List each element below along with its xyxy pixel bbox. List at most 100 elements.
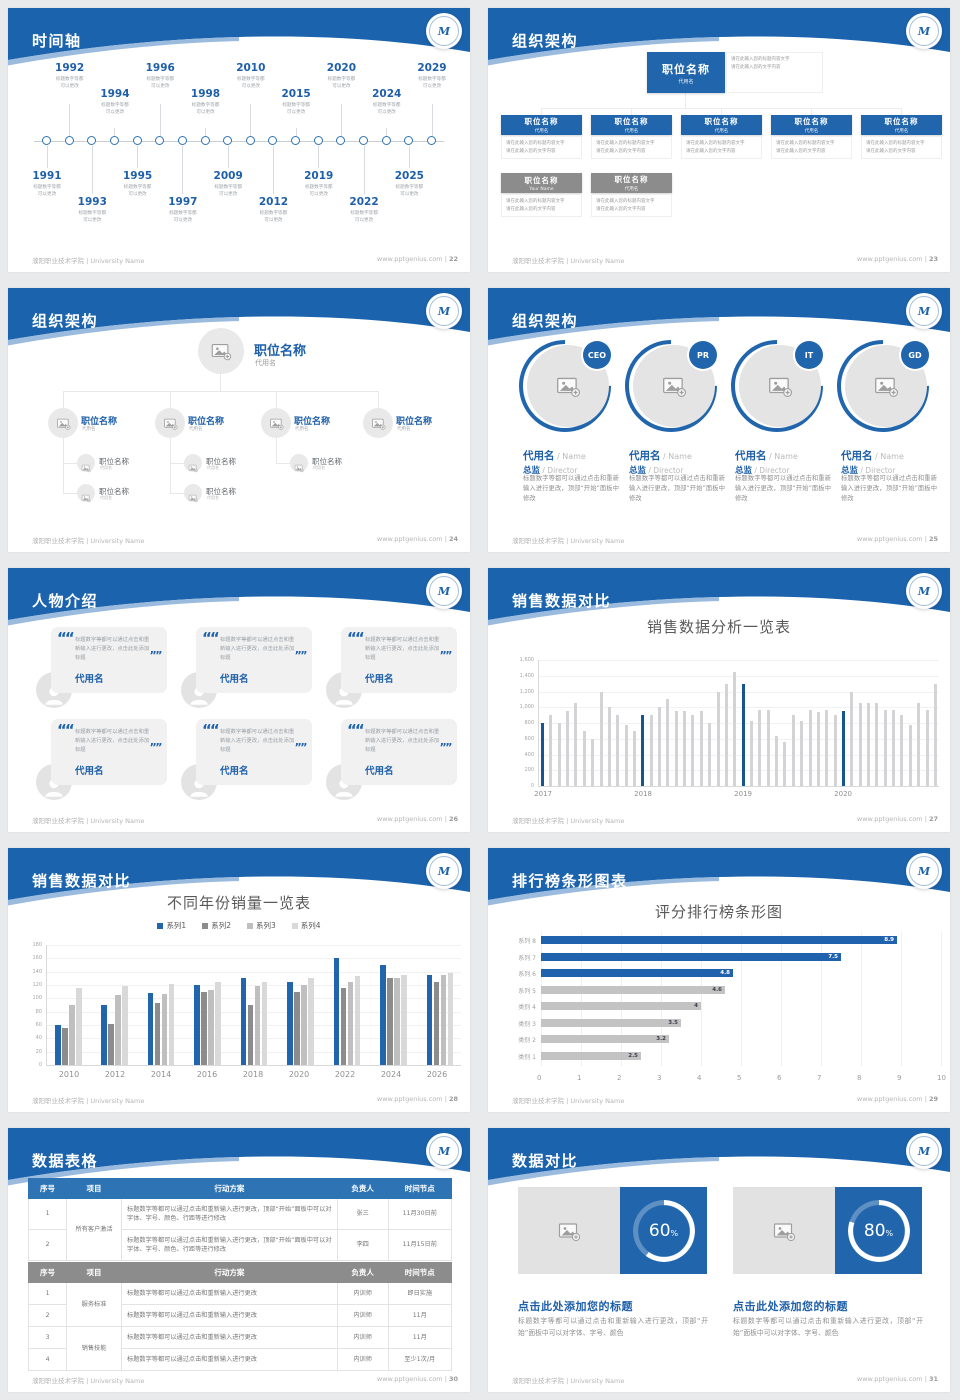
header-wave — [488, 1128, 950, 1186]
bar — [816, 711, 820, 786]
table-cell: 标题数字等都可以通过点击和重新输入进行更改 — [121, 1304, 338, 1327]
timeline-label: 2009 标题数字等都 可以更改 — [200, 170, 256, 199]
timeline-caption: 标题数字等都 可以更改 — [327, 77, 356, 90]
table-header-cell: 负责人 — [336, 1178, 389, 1199]
footer-page-number: 31 — [928, 1375, 938, 1383]
image-placeholder-icon — [188, 458, 198, 473]
role-name: 代用名 — [523, 450, 555, 462]
footer-site-page: www.pptgenius.com | 31 — [857, 1375, 938, 1385]
role-badge: PR — [689, 341, 717, 369]
org-child-box: 职位名称 代用名 — [861, 115, 942, 135]
role-title-row: 总监 / Director — [629, 458, 729, 477]
compare-image-box — [518, 1187, 620, 1274]
compare-body: 标题数字等都可以通过点击和重新输入进行更改，顶部“开始”面板中可以对字体、字号、… — [518, 1317, 708, 1337]
slide-header: 销售数据对比 M — [8, 848, 470, 906]
org-extra-box: 职位名称 代用名 — [591, 173, 672, 193]
footer-site: www.pptgenius.com — [856, 1095, 923, 1103]
photo-circle — [261, 408, 291, 438]
position-subname: 代用名 — [624, 129, 639, 134]
table-header-cell: 时间节点 — [387, 1262, 453, 1283]
org-connector — [721, 108, 722, 115]
percent-number: 60 — [648, 1220, 671, 1241]
rank-value: 4.6 — [712, 986, 722, 993]
slide-26-people[interactable]: 人物介绍 M ““ 标题数字等都可以通过点击和重新输入进行更改，点击此处添加标题”… — [8, 568, 470, 832]
table-cell: 11月 — [387, 1304, 453, 1327]
y-gridline — [47, 958, 461, 960]
bar — [825, 710, 829, 786]
subitem-subname: 代用名 — [207, 465, 219, 470]
person-card: ““ 标题数字等都可以通过点击和重新输入进行更改，点击此处添加标题”” 代用名 — [341, 627, 457, 693]
close-quote-icon: ”” — [439, 649, 453, 662]
bar — [591, 738, 595, 786]
y-gridline — [47, 945, 461, 946]
open-quote-icon: ““ — [202, 721, 220, 739]
y-gridline — [47, 1038, 461, 1040]
slide-25-orgcircles[interactable]: 组织架构 M CEO 代用名 / Name 总监 / Director 标题数字等都可… — [488, 288, 950, 552]
slide-header: 销售数据对比 M — [488, 568, 950, 626]
y-tick-label: 1,400 — [519, 672, 534, 679]
position-subname: 代用名 — [894, 129, 909, 134]
timeline-year: 2010 — [236, 62, 266, 74]
table-cell: 1 — [27, 1282, 68, 1305]
slide-header: 数据表格 M — [8, 1128, 470, 1186]
close-quote-icon: ”” — [439, 741, 453, 754]
timeline-stem — [227, 146, 229, 168]
desc-line: 请在此输入您的文字内容 — [506, 149, 556, 155]
bar-group — [426, 973, 453, 1065]
timeline-label: 2012 标题数字等都 可以更改 — [245, 196, 301, 225]
bar — [69, 1005, 75, 1065]
timeline-caption: 标题数字等都 可以更改 — [146, 77, 175, 90]
timeline-label: 2022 标题数字等都 可以更改 — [336, 196, 392, 225]
slide-29-ranking[interactable]: 排行榜条形图表 M 评分排行榜条形图 0 1 2 3 4 5 6 7 8 9 10 系列 8 系列 7 系列… — [488, 848, 950, 1112]
bar-group — [55, 988, 82, 1065]
person-name: 代用名 — [75, 674, 104, 685]
slide-30-tables[interactable]: 数据表格 M 序号 项目 行动方案 负责人 时间节点 1 所有客户激活 标题数字等都可以通过点… — [8, 1128, 470, 1392]
bar — [161, 993, 168, 1065]
image-placeholder-icon — [371, 416, 386, 431]
timeline-dot-icon — [155, 136, 165, 145]
role-title-en: / Director — [858, 466, 896, 475]
person-name: 代用名 — [220, 674, 249, 685]
slide-23-orgboxes[interactable]: 组织架构 M 职位名称 代用名 请在此输入您的标题内容文字 请在此输入您的文字内容 职位… — [488, 8, 950, 272]
person-name: 代用名 — [365, 674, 394, 685]
bar — [208, 990, 214, 1065]
slide-28-yearly[interactable]: 销售数据对比 M 不同年份销量一览表 系列1 系列2 系列3 系列4 0 20 40 60 80 1… — [8, 848, 470, 1112]
y-tick-label: 400 — [524, 751, 534, 758]
rank-label: 类别 1 — [518, 1053, 536, 1061]
y-gridline — [47, 1051, 461, 1053]
plot-area — [538, 660, 939, 787]
photo-circle — [184, 454, 202, 473]
footer-separator: | — [922, 1375, 929, 1383]
x-tick-label: 1 — [577, 1074, 582, 1082]
desc-line: 请在此输入您的文字内容 — [686, 149, 736, 155]
timeline-caption: 标题数字等都 可以更改 — [33, 185, 61, 198]
table-cell: 标题数字等都可以通过点击和重新输入进行更改 — [121, 1282, 338, 1305]
header-wave — [8, 8, 470, 66]
university-logo-icon: M — [906, 573, 942, 609]
footer-site-page: www.pptgenius.com | 29 — [857, 1095, 938, 1105]
subitem-subname: 代用名 — [313, 465, 325, 470]
timeline-dot-icon — [404, 136, 414, 145]
rank-value: 2.5 — [628, 1052, 638, 1059]
slide-22-timeline[interactable]: 时间轴 M 1991 标题数字等都 可以更改 1992 标题数字等都 可以更改 1993 标题… — [8, 8, 470, 272]
x-tick-label: 2022 — [334, 1070, 356, 1079]
timeline-dot-icon — [268, 136, 278, 145]
rank-label: 类别 4 — [518, 1004, 536, 1011]
desc-line: 请在此输入您的标题内容文字 — [776, 141, 835, 146]
bar — [447, 973, 453, 1065]
bar — [733, 671, 737, 786]
timeline-year: 2025 — [394, 170, 424, 182]
x-gridline — [941, 932, 942, 1066]
slide-title: 时间轴 — [32, 32, 82, 51]
slide-footer: 濮阳职业技术学院 | University Name www.pptgenius… — [32, 535, 458, 545]
slide-31-compare[interactable]: 数据对比 M 60% 点击此处添加您的标题 标题数字等都可以通过点击和重新输入进行更… — [488, 1128, 950, 1392]
timeline-label: 2020 标题数字等都 可以更改 — [313, 62, 369, 91]
x-tick-label: 8 — [857, 1074, 862, 1082]
role-badge: CEO — [583, 341, 611, 369]
bar — [333, 958, 340, 1065]
chart-title: 评分排行榜条形图 — [654, 903, 783, 921]
bar — [254, 986, 261, 1065]
slide-24-orgtree[interactable]: 组织架构 M 职位名称 代用名 职位名称 代用名 职位名称 代用名 职位名称 代用名 职… — [8, 288, 470, 552]
x-tick-label: 6 — [777, 1074, 782, 1082]
slide-27-monthly[interactable]: 销售数据对比 M 销售数据分析一览表 0 200 400 600 800 1,000 1,20… — [488, 568, 950, 832]
